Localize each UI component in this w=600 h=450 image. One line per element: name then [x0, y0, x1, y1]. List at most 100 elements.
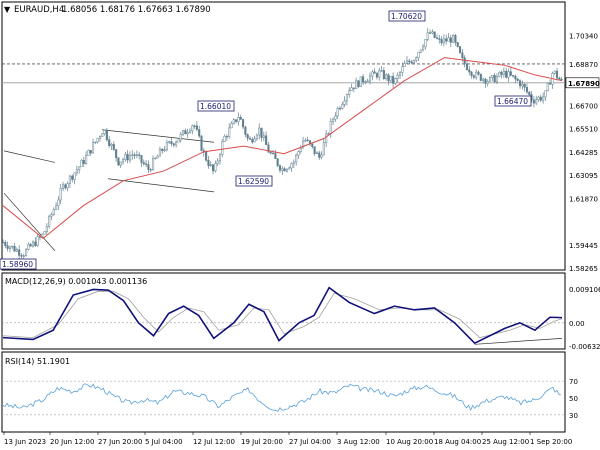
candle-body	[218, 154, 222, 162]
price-annotation-box	[197, 100, 235, 112]
candle-body	[285, 168, 288, 172]
candle-body	[239, 116, 242, 120]
candle-body	[89, 150, 92, 154]
candle-body	[512, 75, 515, 77]
candle-body	[350, 87, 353, 91]
candle-body	[269, 152, 272, 154]
candle-body	[456, 42, 459, 47]
candle-body	[343, 100, 346, 105]
candle-body	[465, 63, 469, 71]
candle-body	[297, 151, 300, 156]
x-tick-label: 19 Jul 20:00	[241, 438, 283, 446]
price-annotation-label: 1.62590	[238, 177, 269, 186]
candle-body	[332, 118, 335, 122]
candle-body	[382, 70, 385, 79]
candle-body	[91, 142, 95, 154]
candle-body	[442, 38, 445, 44]
rsi-line	[2, 383, 562, 412]
candle-body	[560, 79, 563, 81]
candle-body	[306, 139, 309, 142]
candle-body	[20, 255, 23, 257]
candle-body	[41, 233, 44, 237]
candle-body	[295, 154, 298, 163]
candle-body	[454, 35, 457, 43]
candle-body	[71, 175, 74, 180]
price-tick-label: 1.65510	[569, 126, 598, 134]
candle-body	[523, 83, 526, 88]
axis-group: 1.70340 1.66700 1.65510 1.64285 1.63095 1.618…	[3, 33, 600, 446]
price-tick-label: 1.63095	[569, 172, 598, 180]
candle-body	[27, 244, 30, 250]
candle-body	[225, 135, 228, 138]
trendline-left	[3, 150, 56, 163]
candle-body	[156, 155, 159, 159]
candle-body	[50, 214, 53, 217]
price-tick-label: 1.59445	[569, 242, 598, 250]
candle-body	[142, 162, 145, 165]
candle-body	[131, 154, 134, 156]
candle-body	[516, 78, 519, 81]
candle-body	[59, 188, 62, 201]
candle-body	[209, 164, 212, 167]
candle-body	[507, 71, 510, 78]
candle-body	[108, 139, 111, 146]
candle-body	[461, 52, 464, 59]
candle-body	[539, 96, 542, 101]
candle-body	[278, 165, 282, 171]
candle-body	[212, 164, 215, 172]
candle-body	[251, 139, 254, 143]
candle-body	[87, 150, 90, 156]
candle-body	[101, 133, 104, 137]
x-tick-label: 12 Jul 12:00	[193, 438, 235, 446]
candle-body	[68, 175, 71, 184]
candle-body	[235, 119, 238, 122]
x-tick-label: 27 Jun 20:00	[98, 438, 142, 446]
symbol-label: EURAUD,H4	[14, 5, 64, 15]
candle-body	[375, 73, 378, 78]
candle-body	[128, 155, 132, 161]
candle-body	[495, 76, 499, 83]
x-tick-label: 25 Aug 12:00	[482, 438, 529, 446]
candle-body	[419, 49, 422, 53]
candle-body	[415, 57, 418, 61]
candle-body	[440, 39, 443, 44]
candle-body	[509, 71, 512, 76]
candle-body	[325, 133, 328, 143]
candle-body	[387, 74, 390, 82]
candle-body	[230, 123, 233, 129]
candle-body	[338, 107, 342, 110]
candle-body	[449, 37, 452, 43]
candle-body	[532, 99, 535, 104]
price-annotation-label: 1.66010	[200, 102, 231, 111]
candle-body	[200, 135, 203, 151]
candle-body	[505, 70, 508, 78]
candle-body	[336, 107, 339, 117]
candle-body	[265, 135, 268, 146]
candle-body	[121, 159, 125, 163]
candle-body	[488, 77, 492, 82]
candle-body	[18, 249, 21, 256]
candle-body	[61, 184, 65, 189]
price-pane	[1, 1, 566, 271]
candle-body	[124, 154, 127, 160]
candle-body	[514, 75, 517, 80]
macd-main-line	[2, 286, 563, 345]
candle-body	[553, 70, 556, 74]
candle-body	[186, 132, 189, 135]
candle-body	[272, 152, 275, 155]
candle-body	[80, 160, 83, 168]
candle-body	[228, 127, 231, 137]
candle-body	[396, 74, 399, 79]
candle-body	[75, 169, 78, 174]
macd-tick-label: 0.00	[569, 320, 585, 328]
candle-body	[447, 37, 450, 42]
candle-body	[394, 78, 397, 84]
candle-body	[315, 152, 318, 154]
candle-body	[288, 167, 291, 170]
candle-body	[371, 71, 374, 77]
price-annotation-box	[235, 175, 273, 187]
candle-body	[366, 80, 369, 83]
candle-body	[57, 199, 60, 207]
candle-body	[1, 241, 5, 244]
